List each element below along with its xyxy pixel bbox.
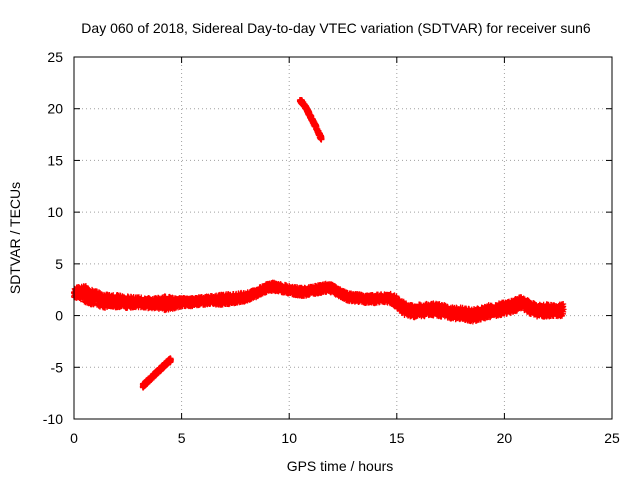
y-tick-label: 0 [55,308,63,324]
gridlines [74,57,612,419]
data-point [138,294,145,301]
x-tick-label: 10 [281,430,297,446]
y-tick-label: 15 [47,152,63,168]
y-tick-label: 20 [47,101,63,117]
y-tick-label: 10 [47,204,63,220]
y-tick-label: 25 [47,49,63,65]
y-tick-label: -10 [43,411,63,427]
x-axis-label: GPS time / hours [287,458,394,474]
x-tick-label: 20 [497,430,513,446]
x-tick-label: 15 [389,430,405,446]
x-tick-label: 5 [178,430,186,446]
series-main-band [71,279,567,325]
x-tick-label: 0 [70,430,78,446]
data-points [71,96,567,391]
chart-title: Day 060 of 2018, Sidereal Day-to-day VTE… [81,20,591,36]
x-tick-label: 25 [604,430,620,446]
y-tick-label: -5 [51,359,64,375]
y-axis-label: SDTVAR / TECUs [7,182,23,294]
y-tick-label: 5 [55,256,63,272]
